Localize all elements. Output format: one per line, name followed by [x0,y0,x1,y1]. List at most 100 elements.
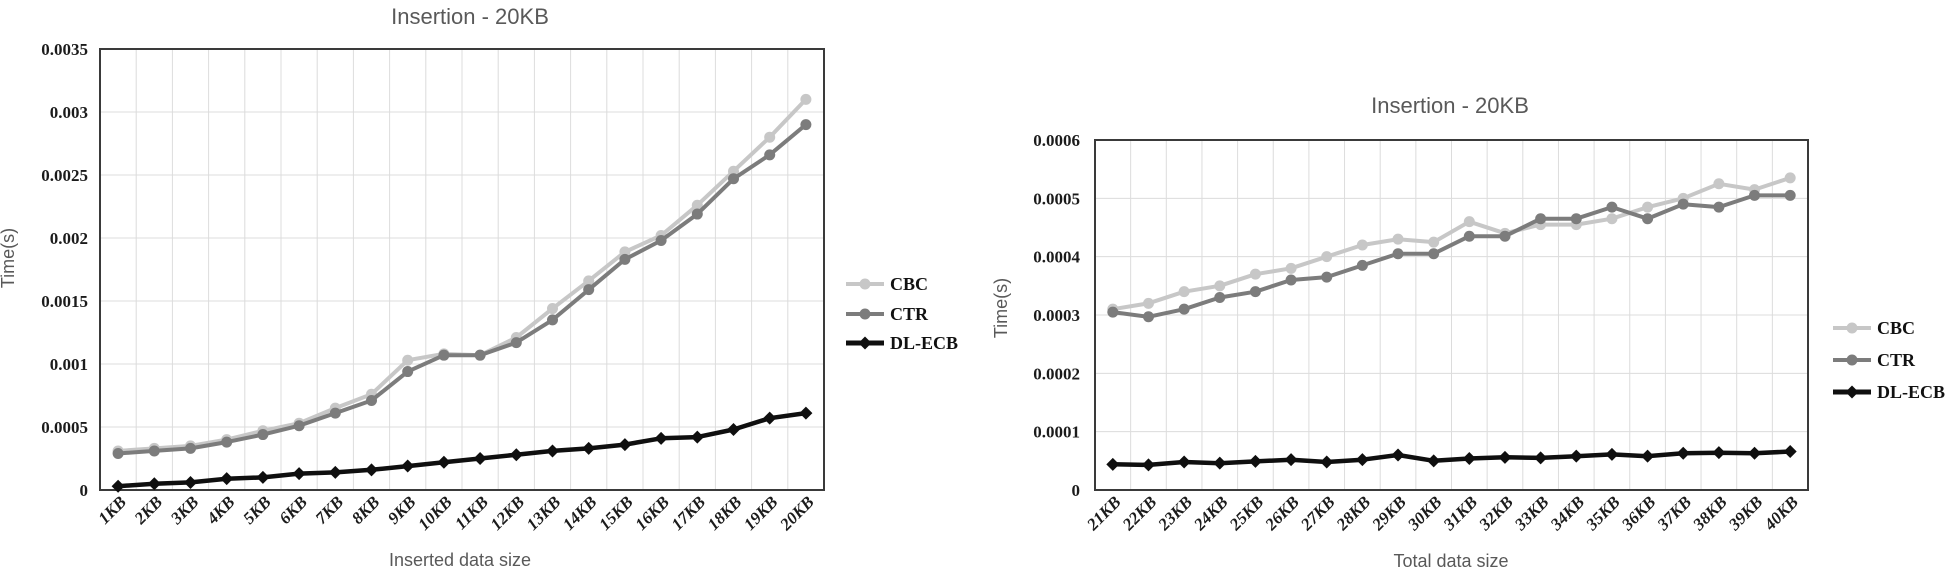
legend-swatch-marker [1846,322,1858,334]
y-tick-label: 0 [1072,481,1081,500]
y-tick-label: 0.0004 [1033,248,1080,267]
series-DL-ECB-marker [1783,445,1797,458]
series-DL-ECB-marker [1248,454,1262,468]
series-CTR-marker [185,442,196,454]
series-CTR-marker [1321,271,1333,283]
x-tick-label: 33KB [1510,492,1552,534]
series-CTR-marker [1428,248,1440,260]
x-tick-label: 15KB [595,492,636,533]
series-CBC-marker [1606,213,1618,225]
x-tick-label: 37KB [1653,492,1695,534]
series-CTR-marker [619,253,631,265]
series-CBC-marker [691,199,703,211]
series-CTR-marker [1249,286,1261,298]
x-tick-label: 36KB [1617,492,1659,534]
series-DL-ECB-marker [1712,446,1726,460]
series-CTR-marker [257,429,269,441]
series-DL-ECB-marker [509,448,523,462]
x-tick-label: 23KB [1154,492,1196,534]
series-CTR-marker [1356,259,1368,271]
x-tick-label: 25KB [1225,492,1267,534]
series-CTR-marker [728,173,739,185]
series-CBC-marker [547,303,558,315]
series-CTR-marker [1214,292,1226,303]
series-CTR-marker [1570,213,1582,225]
y-axis-title: Time(s) [991,278,1011,338]
series-CTR-marker [1713,201,1725,213]
x-tick-label: 10KB [414,492,455,533]
series-CTR-line [1110,193,1793,319]
x-tick-label: 4KB [202,492,238,528]
y-axis-title: Time(s) [0,228,18,288]
series-DL-ECB-marker [1213,456,1227,470]
y-tick-label: 0.0006 [1033,131,1080,150]
series-CBC-marker [1784,172,1796,184]
series-DL-ECB-marker [437,455,451,469]
series-CBC-marker [1321,251,1333,263]
series-DL-ECB-marker [1462,452,1476,465]
x-tick-label: 8KB [348,492,383,527]
series-CBC-marker [619,246,631,258]
x-tick-label: 1KB [94,492,129,527]
x-tick-label: 26KB [1261,492,1303,534]
series-CBC-marker [1285,262,1297,274]
legend-swatch-marker [859,278,871,290]
series-CBC-marker [1428,236,1440,248]
series-CTR-marker [1142,311,1154,323]
x-tick-label: 22KB [1118,492,1160,534]
series-DL-ECB-marker [799,406,813,420]
y-tick-label: 0.0035 [41,40,88,59]
x-tick-label: 16KB [631,492,672,533]
series-DL-ECB-marker [546,444,559,458]
series-DL-ECB-marker [654,431,668,445]
series-DL-ECB-marker [690,430,704,444]
chart-right: 0 0.0001 0.0002 0.0003 0.0004 0.0005 0.0006 21K… [991,93,1945,571]
series-CTR-marker [474,349,486,361]
x-tick-label: 11KB [451,492,492,533]
legend-label: CBC [1877,318,1915,338]
x-tick-label: 14KB [559,492,600,533]
series-CTR-marker [329,407,341,419]
series-CTR-marker [1178,303,1190,315]
series-CTR-marker [148,445,160,457]
x-tick-label: 24KB [1189,492,1231,534]
x-tick-label: 20KB [776,492,818,534]
series-CBC-marker [800,93,812,105]
plot-frame [1094,139,1809,491]
x-tick-label: 38KB [1688,492,1730,534]
x-tick-label: 39KB [1724,492,1766,534]
legend-label: CTR [890,304,929,324]
series-CTR-marker [1749,189,1761,201]
series-CTR-marker [1784,189,1796,201]
series-CBC-line [1110,175,1793,312]
series-CTR-marker [1499,230,1511,242]
legend-label: CTR [1877,350,1916,370]
series-DL-ECB-marker [1569,449,1583,463]
x-tick-label: 31KB [1439,492,1481,534]
x-tick-label: 21KB [1082,492,1124,534]
x-tick-label: 35KB [1582,492,1624,534]
series-CBC-marker [583,275,595,287]
legend-swatch-marker [858,336,872,350]
x-tick-label: 30KB [1403,492,1445,534]
y-tick-label: 0.0005 [41,418,88,437]
series-CBC-marker [1249,268,1261,280]
series-CTR-marker [438,349,450,361]
chart-left: 0 0.0005 0.001 0.0015 0.002 0.0025 0.003 0.0035… [0,4,958,570]
series-CBC-marker [1642,201,1654,213]
y-tick-label: 0.0005 [1033,189,1080,208]
y-tick-label: 0.0015 [41,292,88,311]
x-axis-title: Total data size [1393,551,1508,571]
x-tick-label: 28KB [1332,492,1374,534]
series-DL-ECB-marker [1284,453,1298,467]
series-DL-ECB-marker [1177,455,1191,469]
legend-item-CTR: CTR [846,304,929,324]
x-tick-label: 32KB [1475,492,1517,534]
x-tick-label: 9KB [384,492,419,527]
x-tick-label: 5KB [239,492,274,527]
legend-swatch-marker [1846,354,1858,366]
x-tick-label: 6KB [275,492,310,527]
series-DL-ECB-marker [220,472,234,486]
